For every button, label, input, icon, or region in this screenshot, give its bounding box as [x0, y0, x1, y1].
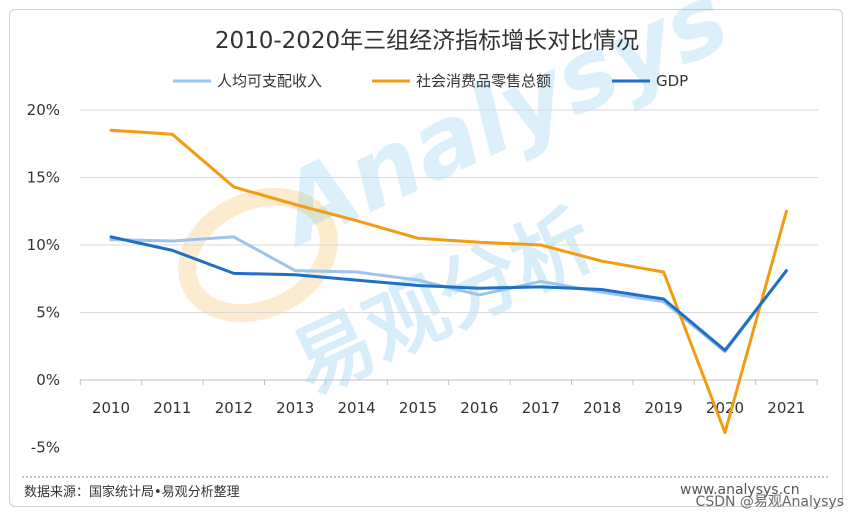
x-tick-label: 2019 — [645, 399, 683, 417]
y-tick-label: 15% — [27, 169, 60, 187]
source-note: 数据来源：国家统计局•易观分析整理 — [24, 484, 240, 500]
x-tick-label: 2012 — [215, 399, 253, 417]
watermark: Analysys 易观分析 — [178, 0, 745, 412]
legend-label: 社会消费品零售总额 — [416, 72, 551, 90]
series-line — [109, 128, 788, 435]
y-tick-label: 20% — [27, 101, 60, 119]
y-tick-label: 5% — [36, 304, 60, 322]
chart-frame — [9, 9, 843, 507]
x-tick-label: 2013 — [276, 399, 314, 417]
watermark-site: www.analysys.cn — [680, 482, 800, 498]
y-axis: 20% 15% 10% 5% 0% -5% — [27, 101, 60, 457]
y-tick-label: 10% — [27, 236, 60, 254]
x-tick-label: 2016 — [460, 399, 498, 417]
y-tick-label: -5% — [31, 439, 60, 457]
x-tick-label: 2017 — [522, 399, 560, 417]
watermark-logo-ring — [178, 187, 338, 323]
series-line — [109, 235, 788, 352]
x-tick-label: 2010 — [92, 399, 130, 417]
series-lines — [109, 128, 788, 435]
legend-label: 人均可支配收入 — [217, 72, 322, 90]
x-tick-label: 2021 — [767, 399, 805, 417]
chart-title: 2010-2020年三组经济指标增长对比情况 — [215, 28, 639, 54]
y-tick-label: 0% — [36, 371, 60, 389]
x-tick-label: 2018 — [583, 399, 621, 417]
legend: 人均可支配收入 社会消费品零售总额 GDP — [173, 72, 688, 90]
x-tick-label: 2015 — [399, 399, 437, 417]
x-axis: 2010 2011 2012 2013 2014 2015 2016 2017 2018 2019… — [79, 379, 818, 417]
grid — [80, 109, 818, 313]
csdn-credit: CSDN @易观Analysys — [696, 494, 844, 510]
legend-label: GDP — [656, 72, 688, 90]
x-tick-label: 2014 — [338, 399, 376, 417]
x-tick-label: 2011 — [153, 399, 191, 417]
